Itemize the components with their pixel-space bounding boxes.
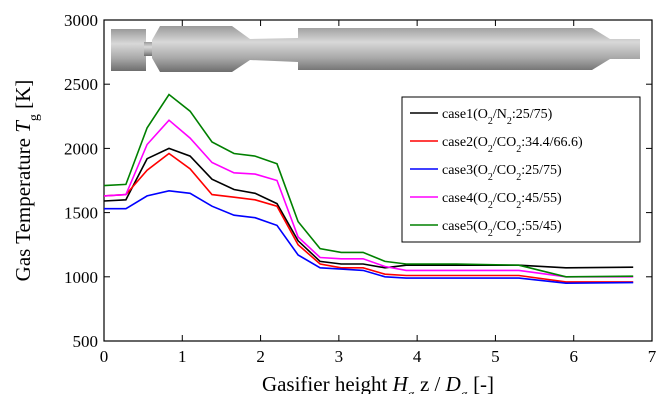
y-axis-label-part: T: [11, 120, 35, 133]
x-axis-label-part: D: [445, 372, 461, 394]
y-axis-label-part: [K]: [11, 80, 35, 114]
x-tick-label: 6: [569, 347, 578, 366]
x-axis-label-part: [-]: [468, 372, 494, 394]
x-tick-label: 5: [491, 347, 500, 366]
series-line: [104, 189, 634, 285]
x-axis-label: Gasifier height Hg z / Dg [-]: [262, 372, 494, 394]
x-tick-label: 4: [413, 347, 422, 366]
y-tick-label: 1000: [64, 268, 98, 287]
y-axis-label-part: Gas Temperature: [11, 133, 35, 282]
series-line: [103, 147, 634, 269]
x-axis-label-part: H: [392, 372, 410, 394]
x-tick-label: 2: [256, 347, 265, 366]
x-tick-label: 3: [335, 347, 344, 366]
y-axis-label-part: g: [27, 114, 42, 121]
x-tick-label: 0: [100, 347, 109, 366]
series-line: [103, 93, 634, 278]
legend-label: case2(O2/CO2:34.4/66.6): [442, 135, 583, 155]
y-tick-label: 3000: [64, 11, 98, 30]
y-tick-label: 2000: [64, 139, 98, 158]
legend-label: case4(O2/CO2:45/55): [442, 191, 562, 211]
plot-frame: [103, 19, 653, 342]
y-tick-label: 500: [73, 332, 99, 351]
x-axis-label-part: z /: [415, 372, 446, 394]
x-axis-label-part: Gasifier height: [262, 372, 393, 394]
series-line: [103, 119, 634, 278]
legend-label: case5(O2/CO2:55/45): [442, 219, 562, 239]
x-tick-label: 1: [178, 347, 187, 366]
series-line: [103, 152, 634, 283]
x-axis-label-part: g: [408, 388, 415, 394]
y-tick-label: 2500: [64, 75, 98, 94]
gasifier-image: [111, 26, 640, 72]
y-tick-label: 1500: [64, 204, 98, 223]
x-axis-label-part: g: [461, 388, 468, 394]
legend-box: [401, 96, 641, 243]
x-tick-label: 7: [648, 347, 657, 366]
y-axis-label: Gas Temperature Tg [K]: [11, 80, 42, 282]
legend-label: case3(O2/CO2:25/75): [442, 163, 562, 183]
legend-label: case1(O2/N2:25/75): [442, 107, 553, 127]
